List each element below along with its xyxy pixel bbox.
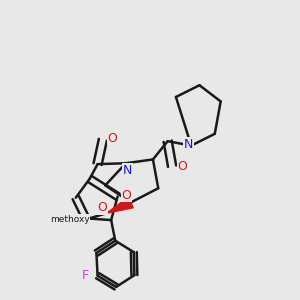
Text: O: O <box>178 160 187 173</box>
Text: N: N <box>184 138 193 151</box>
Text: O: O <box>122 188 131 202</box>
Polygon shape <box>106 197 133 213</box>
Text: O: O <box>108 132 118 145</box>
Text: N: N <box>123 164 132 177</box>
Text: methoxy: methoxy <box>50 215 90 224</box>
Text: O: O <box>97 201 107 214</box>
Text: F: F <box>82 268 89 282</box>
